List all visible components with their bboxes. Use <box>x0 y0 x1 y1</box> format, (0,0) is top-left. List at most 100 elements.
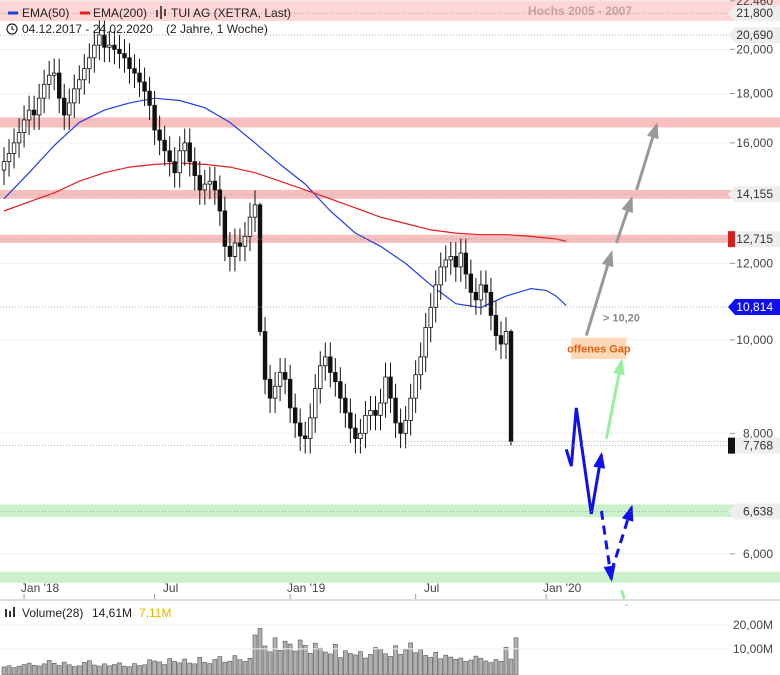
candle-body-67 <box>338 381 343 399</box>
volume-panel: 20,00M 10,00M Volume(28) 14,61M 7,11M <box>0 599 780 675</box>
volume-bar-53 <box>267 651 273 675</box>
volume-bar-97 <box>488 662 494 675</box>
candle-body-23 <box>117 48 122 54</box>
volume-bar-8 <box>41 663 47 675</box>
volume-bar-75 <box>378 649 383 675</box>
volume-bar-64 <box>322 651 328 675</box>
candle-body-60 <box>302 435 308 439</box>
volume-bar-72 <box>363 657 368 675</box>
volume-bar-26 <box>132 663 137 675</box>
projection-arrows <box>564 122 659 607</box>
volume-bar-71 <box>358 651 363 675</box>
x-tick-label-2: Jan '19 <box>287 581 326 595</box>
y-gridlines <box>0 0 730 555</box>
volume-bar-92 <box>463 661 469 675</box>
volume-bar-62 <box>312 642 318 675</box>
candle-body-53 <box>267 378 273 399</box>
volume-bar-84 <box>423 655 428 675</box>
candle-body-18 <box>92 44 97 59</box>
volume-bar-34 <box>172 661 177 675</box>
volume-bar-68 <box>343 650 348 675</box>
zone-5 <box>0 571 780 583</box>
candle-body-31 <box>157 129 162 141</box>
candle-body-28 <box>142 81 147 92</box>
volume-bar-88 <box>443 654 449 675</box>
volume-bar-15 <box>77 665 82 675</box>
level-tag-bg-1 <box>728 27 780 44</box>
candle-body-59 <box>297 422 303 437</box>
volume-bar-0 <box>1 666 7 675</box>
y-tick-label-5: 18,000 <box>736 87 773 101</box>
candle-body-24 <box>122 53 127 59</box>
level-tag-label-1: 20,690 <box>736 28 773 42</box>
candle-body-33 <box>167 150 172 163</box>
y-axis-ticks: 6,000 8,000 10,000 12,000 16,000 18,000 20,000… <box>730 0 773 561</box>
candle-body-56 <box>282 372 288 380</box>
candle-body-34 <box>172 161 177 174</box>
volume-bar-61 <box>307 652 313 675</box>
candle-body-63 <box>318 365 323 390</box>
level-tag-label-0: 21,800 <box>736 6 773 20</box>
volume-bar-69 <box>348 653 353 675</box>
candle-body-21 <box>107 44 112 48</box>
candle-body-27 <box>137 72 142 83</box>
candle-body-35 <box>177 150 182 174</box>
volume-bar-51 <box>257 628 263 675</box>
volume-bar-16 <box>82 662 87 675</box>
candle-body-58 <box>292 407 298 424</box>
volume-bar-96 <box>483 660 489 675</box>
volume-bar-91 <box>458 657 464 675</box>
candle-body-64 <box>323 356 328 367</box>
candle-body-3 <box>16 132 22 144</box>
volume-bar-42 <box>212 659 218 675</box>
volume-bar-80 <box>403 649 408 675</box>
candle-body-62 <box>313 388 318 419</box>
projection-3 <box>604 361 623 439</box>
candle-body-40 <box>202 183 207 191</box>
candle-body-74 <box>373 409 378 416</box>
volume-bar-47 <box>237 659 243 675</box>
candle-body-10 <box>52 72 57 76</box>
volume-bar-6 <box>31 664 37 675</box>
volume-bar-22 <box>112 664 117 675</box>
candle-body-86 <box>433 284 438 308</box>
candle-body-36 <box>182 142 187 152</box>
volume-bar-30 <box>152 660 157 675</box>
candle-body-46 <box>232 242 238 257</box>
candle-body-5 <box>26 109 32 121</box>
volume-bar-48 <box>242 661 248 675</box>
level-tag-bg-5 <box>728 437 780 454</box>
candle-body-13 <box>67 102 72 116</box>
y-tick-label-4: 16,000 <box>736 136 773 150</box>
y-tick-label-3: 12,000 <box>736 256 773 270</box>
candle-body-95 <box>478 284 484 301</box>
level-tag-bg-0 <box>728 5 780 22</box>
projection-arrowhead-1 <box>621 195 633 214</box>
level-tag-accent-3 <box>728 231 735 248</box>
volume-bar-81 <box>408 642 413 675</box>
weekly-candles <box>1 20 730 454</box>
ema200-legend-label: EMA(200) <box>93 6 147 20</box>
level-tag-accent-5 <box>728 437 735 454</box>
volume-tick-label-0: 20,00M <box>733 618 773 632</box>
volume-bar-49 <box>247 658 253 675</box>
volume-bar-13 <box>66 664 72 675</box>
volume-bar-29 <box>147 659 152 675</box>
gap-box <box>571 337 627 360</box>
candle-body-100 <box>503 331 509 345</box>
candle-body-44 <box>222 210 228 247</box>
volume-bar-52 <box>262 645 268 675</box>
candle-body-87 <box>438 266 443 286</box>
volume-bar-79 <box>398 653 403 675</box>
volume-bar-43 <box>217 656 223 675</box>
candle-body-8 <box>41 83 47 99</box>
y-tick-label-0: 6,000 <box>743 547 773 561</box>
zone-label: Hochs 2005 - 2007 <box>528 4 632 18</box>
price-zones: Hochs 2005 - 2007 <box>0 0 780 583</box>
x-axis-ticks: Jan '18 Jul Jan '19 Jul Jan '20 <box>21 581 582 599</box>
candle-body-38 <box>192 161 197 176</box>
volume-bar-76 <box>383 653 388 675</box>
candle-body-4 <box>21 119 27 133</box>
